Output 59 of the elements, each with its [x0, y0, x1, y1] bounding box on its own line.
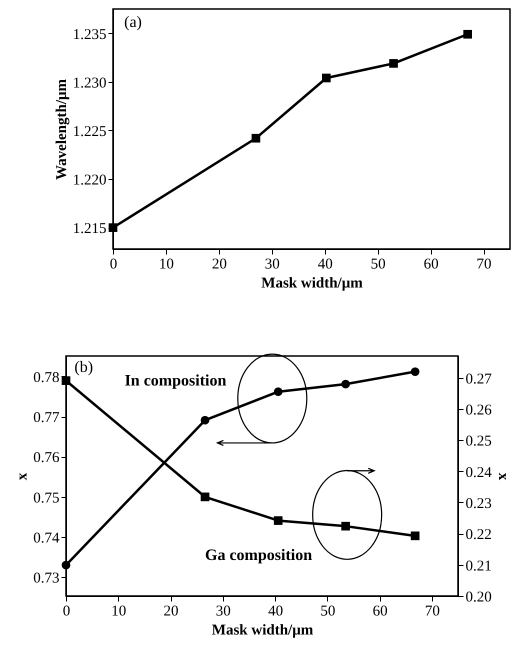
y-tick-label: 0.78 [33, 370, 60, 386]
annotation: (a) [124, 14, 142, 32]
x-axis-title: Mask width/μm [261, 276, 364, 292]
point [389, 59, 398, 68]
y-tick-label: 0.75 [33, 490, 60, 506]
x-tick-label: 60 [372, 604, 388, 620]
y2-axis-title: x [494, 472, 511, 481]
x-tick-label: 30 [216, 604, 231, 620]
x-tick-label: 40 [268, 604, 284, 620]
y-tick-label: 0.73 [33, 570, 60, 587]
y-tick-label: 0.77 [33, 410, 60, 426]
point [252, 134, 260, 143]
series-label: Ga composition [205, 547, 312, 564]
y-tick-label: 1.215 [72, 221, 106, 238]
y-tick-label: 1.235 [72, 26, 106, 43]
x-tick-label: 40 [318, 256, 333, 272]
point [341, 522, 350, 531]
y-axis-title: Wavelength/μm [54, 78, 70, 180]
point [463, 30, 472, 39]
y2-tick-label: 0.20 [466, 590, 492, 606]
x-tick-label: 30 [264, 256, 280, 272]
series-label: In composition [124, 372, 226, 390]
y2-tick-label: 0.25 [466, 434, 492, 450]
point [410, 367, 420, 376]
x-tick-label: 60 [424, 256, 439, 272]
y2-tick-label: 0.22 [466, 527, 492, 544]
point [410, 532, 420, 540]
point [322, 74, 331, 82]
x-tick-label: 70 [424, 604, 440, 620]
x-tick-label: 20 [164, 604, 179, 620]
x-tick-label: 0 [62, 604, 70, 620]
y-tick-label: 1.220 [72, 172, 106, 189]
y2-tick-label: 0.23 [466, 496, 492, 512]
y-tick-label: 1.230 [72, 75, 106, 92]
x-axis-title: Mask width/μm [212, 622, 314, 638]
y2-tick-label: 0.26 [466, 402, 492, 418]
y-tick-label: 0.74 [33, 530, 60, 547]
point [341, 380, 350, 388]
point [274, 516, 283, 525]
y-tick-label: 1.225 [72, 124, 106, 140]
x-tick-label: 20 [212, 256, 227, 272]
point [200, 492, 210, 502]
y2-tick-label: 0.21 [466, 558, 492, 574]
y-axis-title: x [14, 472, 30, 480]
point [62, 560, 70, 570]
x-tick-label: 0 [110, 256, 118, 272]
x-tick-label: 10 [158, 256, 174, 272]
point [108, 223, 118, 232]
x-tick-label: 50 [320, 604, 336, 620]
x-tick-label: 10 [111, 604, 126, 620]
point [274, 387, 283, 396]
y-tick-label: 0.76 [33, 450, 60, 466]
x-tick-label: 50 [370, 256, 386, 272]
x-tick-label: 70 [476, 256, 492, 272]
point [62, 376, 70, 385]
y2-tick-label: 0.24 [466, 464, 492, 481]
point [200, 416, 210, 425]
annotation: (b) [74, 359, 94, 376]
y2-tick-label: 0.27 [466, 371, 492, 388]
